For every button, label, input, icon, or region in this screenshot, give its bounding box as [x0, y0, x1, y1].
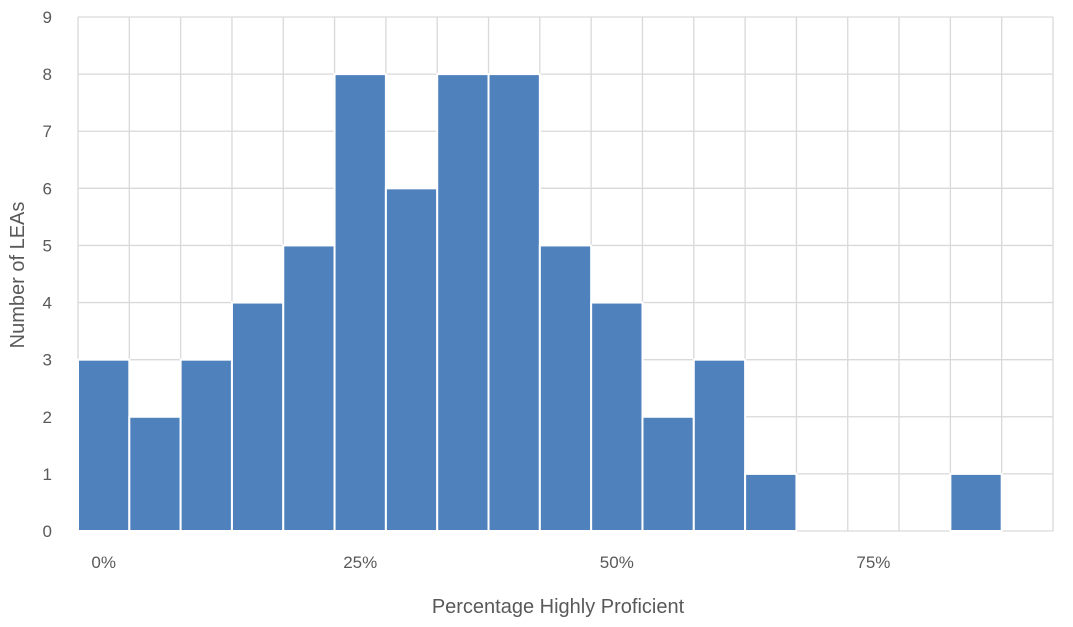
histogram-bar — [641, 415, 695, 532]
y-tick-label: 7 — [43, 122, 52, 141]
y-tick-label: 1 — [43, 465, 52, 484]
histogram-bar — [538, 244, 593, 532]
histogram-bar — [282, 244, 336, 532]
y-axis-title: Number of LEAs — [7, 202, 29, 349]
histogram-bar — [333, 73, 387, 532]
y-tick-label: 3 — [43, 351, 52, 370]
y-tick-label: 5 — [43, 236, 52, 255]
y-tick-label: 0 — [43, 522, 52, 541]
y-tick-label: 9 — [43, 8, 52, 27]
histogram-bar — [590, 301, 644, 532]
x-tick-label: 25% — [343, 553, 377, 572]
y-tick-label: 2 — [43, 408, 52, 427]
histogram-bar — [692, 358, 747, 532]
bar-layer — [77, 73, 1003, 532]
y-tick-label: 8 — [43, 65, 52, 84]
histogram-bar — [744, 472, 798, 532]
y-tick-label: 4 — [43, 294, 52, 313]
histogram-bar — [384, 187, 439, 532]
x-tick-label: 50% — [600, 553, 634, 572]
y-tick-label: 6 — [43, 179, 52, 198]
histogram-bar — [487, 73, 541, 532]
histogram-bar — [436, 73, 490, 532]
histogram-bar — [179, 358, 233, 532]
histogram-bar — [77, 358, 131, 532]
tick-layer: 0 1 2 3 4 5 6 7 8 9 0% 25% 50% 75% — [43, 8, 891, 572]
x-tick-label: 0% — [91, 553, 116, 572]
histogram-bar — [949, 472, 1003, 532]
x-axis-title: Percentage Highly Proficient — [432, 596, 685, 618]
histogram-bar — [128, 415, 182, 532]
histogram-bar — [230, 301, 285, 532]
x-tick-label: 75% — [856, 553, 890, 572]
